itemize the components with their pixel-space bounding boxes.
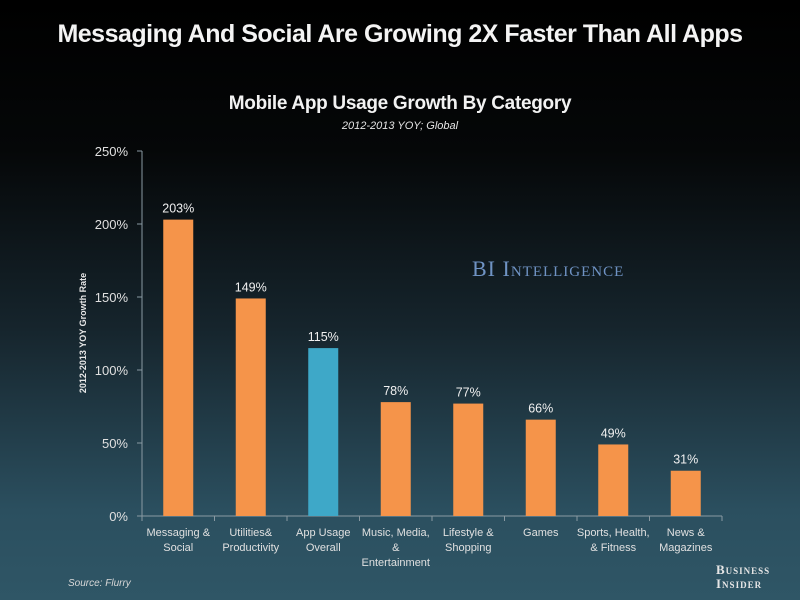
category-label: Lifestyle & Shopping (443, 527, 494, 554)
category-label-line: Music, Media, (362, 527, 430, 539)
data-label: 149% (235, 280, 267, 294)
data-label: 77% (456, 386, 481, 400)
category-label: Games (523, 527, 559, 539)
data-label: 203% (162, 202, 194, 216)
category-label-line: Messaging & (146, 527, 210, 539)
bar (453, 403, 484, 516)
chart-title: Mobile App Usage Growth By Category (228, 93, 572, 114)
data-label: 66% (528, 402, 553, 416)
category-label: App Usage Overall (296, 527, 350, 554)
brand-line-2: Insider (716, 576, 763, 591)
category-label-line: App Usage (296, 527, 350, 539)
y-tick-label: 200% (95, 217, 129, 232)
bar (380, 402, 411, 516)
category-label: News & Magazines (659, 527, 713, 554)
data-label: 78% (383, 384, 408, 398)
bar (235, 298, 266, 516)
data-label: 31% (673, 453, 698, 467)
category-label-line: Utilities& (229, 527, 272, 539)
bar (163, 219, 194, 516)
category-label-line: Magazines (659, 542, 713, 554)
headline: Messaging And Social Are Growing 2X Fast… (57, 20, 743, 48)
category-label: Messaging & Social (146, 527, 210, 554)
category-label-line: Overall (306, 542, 341, 554)
bi-intelligence-watermark: BI Intelligence (472, 256, 625, 281)
bar (598, 444, 629, 516)
bar (525, 419, 556, 516)
category-label-line: & (392, 542, 400, 554)
category-label-line: Lifestyle & (443, 527, 494, 539)
category-label-line: Shopping (445, 542, 492, 554)
category-label-line: Games (523, 527, 559, 539)
y-axis-title: 2012-2013 YOY Growth Rate (78, 273, 88, 393)
brand-line-1: Business (716, 562, 771, 577)
category-label-line: Productivity (222, 542, 279, 554)
y-tick-label: 50% (102, 436, 128, 451)
y-tick-label: 250% (95, 144, 129, 159)
category-label-line: & Fitness (590, 542, 636, 554)
category-label-line: News & (667, 527, 706, 539)
y-tick-label: 0% (109, 509, 128, 524)
category-label: Music, Media, & Entertainment (362, 527, 430, 569)
category-label-line: Entertainment (362, 557, 430, 569)
data-label: 49% (601, 426, 626, 440)
category-label: Utilities& Productivity (222, 527, 279, 554)
category-label-line: Sports, Health, (577, 527, 650, 539)
chart-subtitle: 2012-2013 YOY; Global (341, 120, 459, 132)
business-insider-logo: Business Insider (716, 563, 770, 591)
bar (308, 348, 339, 516)
y-tick-label: 100% (95, 363, 129, 378)
category-label: Sports, Health, & Fitness (577, 527, 650, 554)
category-label-line: Social (163, 542, 193, 554)
y-tick-label: 150% (95, 290, 129, 305)
bar (670, 470, 701, 516)
data-label: 115% (308, 330, 339, 344)
source-note: Source: Flurry (68, 578, 131, 589)
